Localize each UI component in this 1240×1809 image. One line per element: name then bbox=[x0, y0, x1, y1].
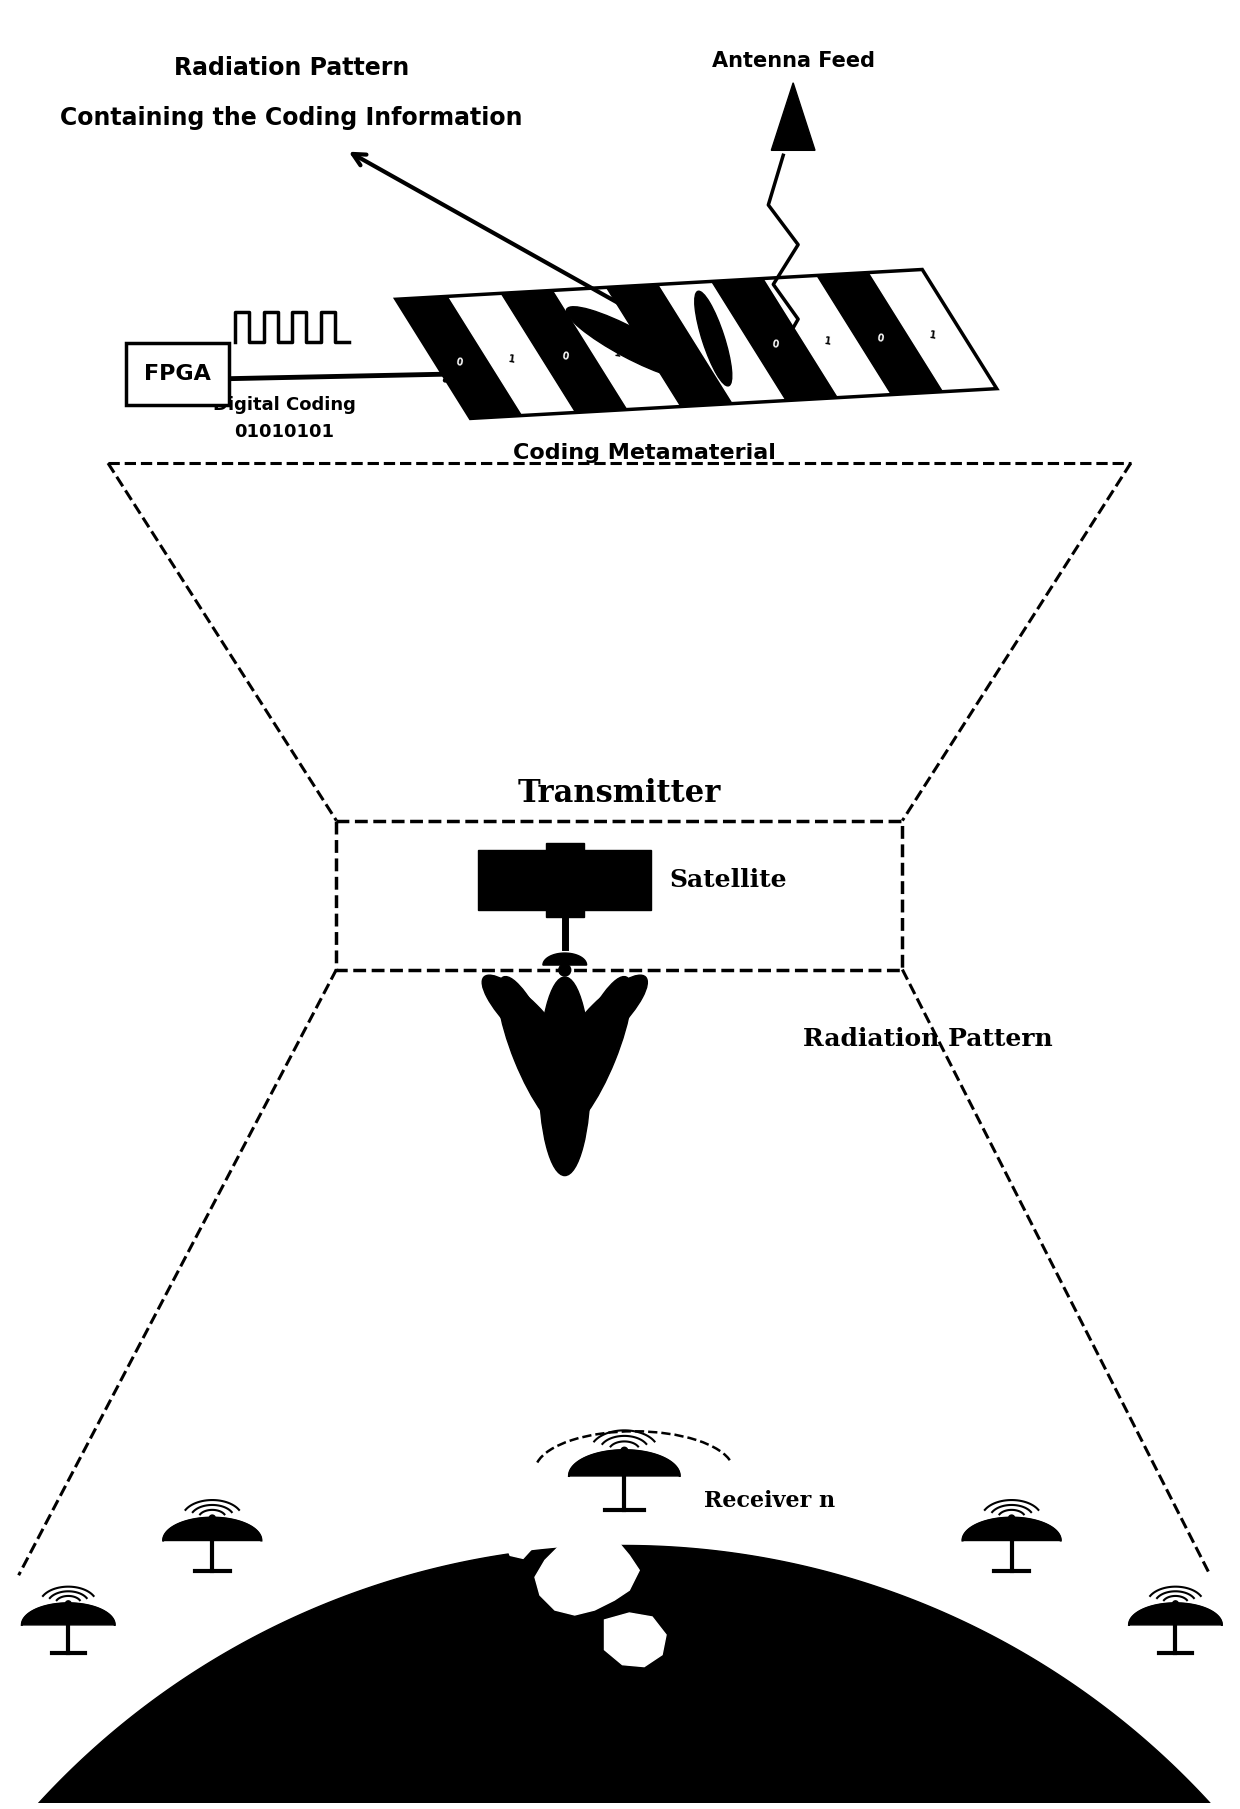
Polygon shape bbox=[771, 83, 815, 150]
Text: 0: 0 bbox=[771, 338, 779, 349]
Bar bbox=[546, 843, 584, 917]
Ellipse shape bbox=[567, 308, 694, 380]
Ellipse shape bbox=[539, 977, 590, 1176]
Polygon shape bbox=[569, 1496, 613, 1530]
Circle shape bbox=[1173, 1601, 1178, 1606]
Polygon shape bbox=[164, 1518, 262, 1541]
Text: Radiation Pattern: Radiation Pattern bbox=[174, 56, 409, 80]
Text: 1: 1 bbox=[823, 336, 832, 347]
Ellipse shape bbox=[497, 977, 570, 1129]
Bar bbox=[336, 821, 903, 970]
Text: 1: 1 bbox=[508, 355, 516, 365]
Text: 1: 1 bbox=[929, 329, 937, 340]
Text: FPGA: FPGA bbox=[144, 364, 211, 384]
Circle shape bbox=[66, 1601, 71, 1606]
Polygon shape bbox=[712, 279, 838, 400]
Text: 01010101: 01010101 bbox=[234, 423, 335, 441]
Polygon shape bbox=[534, 1536, 640, 1615]
Polygon shape bbox=[569, 1451, 680, 1476]
Ellipse shape bbox=[482, 975, 567, 1060]
Circle shape bbox=[621, 1447, 627, 1454]
Text: Digital Coding: Digital Coding bbox=[213, 396, 356, 414]
Bar bbox=[584, 850, 651, 910]
Circle shape bbox=[559, 964, 570, 977]
Text: Radiation Pattern: Radiation Pattern bbox=[804, 1028, 1053, 1051]
Polygon shape bbox=[554, 288, 681, 409]
Text: Antenna Feed: Antenna Feed bbox=[712, 51, 874, 71]
Polygon shape bbox=[449, 293, 575, 416]
Polygon shape bbox=[505, 1530, 533, 1558]
Polygon shape bbox=[1128, 1603, 1221, 1624]
Polygon shape bbox=[817, 273, 944, 394]
Circle shape bbox=[210, 1516, 216, 1521]
Ellipse shape bbox=[636, 298, 715, 391]
Polygon shape bbox=[764, 275, 892, 398]
Ellipse shape bbox=[694, 291, 732, 385]
Polygon shape bbox=[962, 1518, 1060, 1541]
Polygon shape bbox=[351, 1516, 410, 1554]
Polygon shape bbox=[396, 297, 523, 418]
Text: Coding Metamaterial: Coding Metamaterial bbox=[513, 443, 776, 463]
Ellipse shape bbox=[559, 977, 631, 1129]
Text: 1: 1 bbox=[614, 347, 621, 358]
Text: 0: 0 bbox=[666, 346, 675, 356]
Polygon shape bbox=[543, 953, 587, 964]
Polygon shape bbox=[501, 289, 629, 412]
Polygon shape bbox=[606, 284, 734, 407]
Text: 0: 0 bbox=[560, 351, 569, 362]
Text: Receiver n: Receiver n bbox=[704, 1491, 835, 1512]
Text: Transmitter: Transmitter bbox=[517, 778, 722, 809]
Polygon shape bbox=[660, 282, 786, 403]
Text: Containing the Coding Information: Containing the Coding Information bbox=[61, 105, 523, 130]
Text: 1: 1 bbox=[719, 342, 727, 353]
Polygon shape bbox=[0, 1545, 1240, 1809]
Text: Satellite: Satellite bbox=[670, 868, 786, 892]
Polygon shape bbox=[604, 1614, 666, 1666]
Circle shape bbox=[1008, 1516, 1014, 1521]
Text: 0: 0 bbox=[455, 356, 464, 367]
Polygon shape bbox=[22, 1603, 115, 1624]
Polygon shape bbox=[869, 270, 997, 391]
Text: 0: 0 bbox=[877, 333, 884, 344]
Ellipse shape bbox=[563, 975, 647, 1060]
Bar bbox=[479, 850, 546, 910]
FancyBboxPatch shape bbox=[126, 344, 229, 405]
